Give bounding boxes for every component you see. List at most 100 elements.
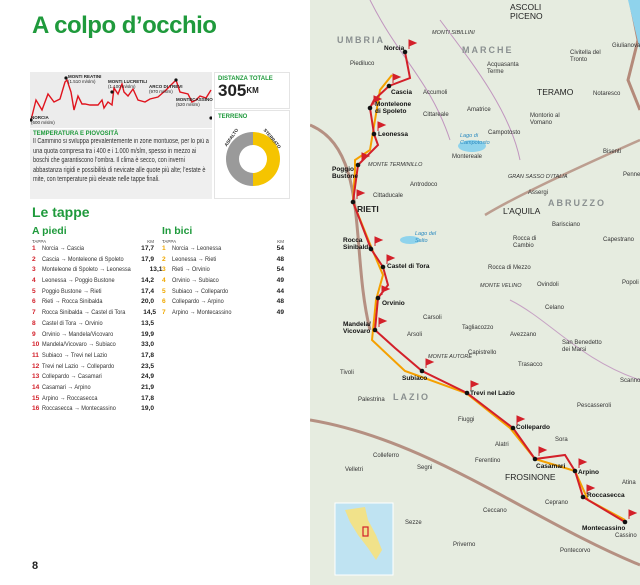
town-label: Cittaducale	[373, 193, 404, 199]
town-label: San Benedetto dei Marsi	[562, 340, 602, 353]
stop-marker	[464, 390, 470, 396]
stop-marker	[367, 105, 373, 111]
stop-label: Castel di Tora	[387, 263, 430, 270]
lake-label: Lago del Salto	[415, 231, 437, 244]
mountain-label: GRAN SASSO D’ITALIA	[508, 174, 568, 180]
stage-km: 54	[276, 245, 284, 252]
col-km: KM	[277, 239, 284, 244]
stage-row: 11 Subiaco → Trevi nel Lazio 17,8	[32, 351, 154, 362]
town-label: Bisenti	[603, 149, 622, 155]
province-label: ASCOLI PICENO	[510, 2, 543, 21]
page-title: A colpo d’occhio	[32, 12, 217, 39]
stage-row: 3 Monteleone di Spoleto → Leonessa 13,1	[32, 265, 162, 276]
cycling-heading: In bici	[162, 225, 193, 237]
climate-label: TEMPERATURA E PIOVOSITÀ	[33, 131, 119, 137]
stage-row: 4 Orvinio → Subiaco 49	[162, 276, 284, 287]
town-label: Celano	[545, 305, 565, 311]
stage-row: 13 Collepardo → Casamari 24,9	[32, 372, 154, 383]
town-label: Tivoli	[340, 370, 354, 376]
stop-marker	[350, 199, 356, 205]
town-label: Ceccano	[483, 508, 507, 514]
page-number: 8	[32, 560, 39, 572]
region-label: LAZIO	[393, 392, 430, 402]
stop-marker	[622, 519, 628, 525]
dirt-slice	[253, 132, 280, 186]
flag-icon	[425, 358, 435, 368]
flag-icon	[381, 285, 391, 295]
stage-number: 11	[32, 351, 39, 359]
stage-number: 3	[162, 266, 166, 274]
stop-label: Mandela/ Vicovaro	[343, 321, 371, 335]
stop-marker	[572, 468, 578, 474]
stage-row: 7 Arpino → Montecassino 49	[162, 308, 284, 319]
stages-heading: Le tappe	[32, 204, 90, 220]
town-label: Ferentino	[475, 458, 501, 464]
town-label: Antrodoco	[410, 182, 438, 188]
stage-km: 19,9	[141, 330, 154, 338]
flag-icon	[516, 415, 526, 425]
stage-route: Cascia → Monteleone di Spoleto	[42, 255, 124, 263]
town-label: Piediluco	[350, 61, 375, 67]
stop-marker	[402, 49, 408, 55]
stage-km: 44	[276, 287, 284, 295]
lake-label: Lago di Campotosto	[460, 133, 490, 146]
flag-icon	[586, 484, 596, 494]
stage-route: Rieti → Orvinio	[172, 266, 210, 274]
flag-icon	[386, 254, 396, 264]
stage-row: 14 Casamari → Arpino 21,9	[32, 383, 154, 394]
stage-row: 7 Rocca Sinibalda → Castel di Tora 14,5	[32, 308, 156, 319]
profile-label-end: MONTECASSINO (520 m/slm)	[176, 97, 213, 107]
stage-row: 6 Rieti → Rocca Sinibalda 20,0	[32, 297, 154, 308]
walking-stages: A piedi TAPPA KM 1 Norcia → Cascia 17,7 2 Cas…	[32, 225, 162, 415]
town-label: Ceprano	[545, 500, 569, 506]
town-label: Atina	[622, 480, 636, 486]
town-label: Cittareale	[423, 112, 449, 118]
stage-route: Poggio Bustone → Rieti	[42, 287, 102, 295]
stage-number: 8	[32, 319, 36, 327]
town-label: Campotosto	[488, 130, 521, 136]
town-label: Palestrina	[358, 397, 385, 403]
climate-text: Il Cammino si sviluppa prevalentemente i…	[33, 138, 209, 184]
town-label: Pontecorvo	[560, 548, 591, 554]
stage-km: 17,7	[141, 245, 154, 252]
town-label: Acquasanta Terme	[487, 62, 519, 75]
elevation-chart	[29, 76, 213, 122]
stop-label: RIETI	[357, 204, 379, 214]
town-label: Popoli	[622, 280, 639, 286]
elevation-line	[30, 78, 212, 121]
province-label: TERAMO	[537, 87, 574, 97]
stage-number: 6	[32, 298, 36, 306]
walking-heading: A piedi	[32, 225, 67, 237]
town-label: Rocca di Mezzo	[488, 265, 531, 271]
col-tappa: TAPPA	[32, 239, 47, 244]
town-label: Barisciano	[552, 222, 581, 228]
stage-km: 14,2	[141, 277, 154, 285]
stop-label: Subiaco	[402, 375, 428, 382]
stage-km: 17,4	[141, 287, 154, 295]
stage-row: 1 Norcia → Leonessa 54	[162, 244, 284, 255]
town-label: Fiuggi	[458, 417, 475, 423]
profile-label-start: NORCIA (600 m/slm)	[31, 115, 55, 125]
flag-icon	[377, 121, 387, 131]
stage-route: Orvinio → Subiaco	[172, 277, 219, 285]
stage-row: 2 Leonessa → Rieti 48	[162, 255, 284, 266]
stop-marker	[510, 425, 516, 431]
col-tappa: TAPPA	[162, 239, 177, 244]
town-label: Trasacco	[518, 362, 543, 368]
stage-row: 5 Subiaco → Collepardo 44	[162, 287, 284, 298]
stage-route: Orvinio → Mandela/Vicovaro	[42, 330, 114, 338]
stage-km: 24,9	[141, 373, 154, 381]
stage-number: 4	[162, 277, 166, 285]
stage-route: Arpino → Montecassino	[172, 309, 232, 317]
town-label: Amatrice	[467, 107, 491, 113]
map-graphics	[310, 0, 640, 576]
stage-row: 16 Roccasecca → Montecassino 19,0	[32, 404, 154, 415]
town-label: Sora	[555, 437, 568, 443]
stage-row: 6 Collepardo → Arpino 48	[162, 297, 284, 308]
cycling-stages: In bici TAPPA KM 1 Norcia → Leonessa 54 2 Leo…	[162, 225, 284, 319]
stop-label: Trevi nel Lazio	[470, 390, 515, 397]
stop-label: Arpino	[578, 469, 599, 476]
town-label: Giulianova	[612, 43, 640, 49]
stage-number: 6	[162, 298, 166, 306]
region-label: MARCHE	[462, 45, 514, 55]
